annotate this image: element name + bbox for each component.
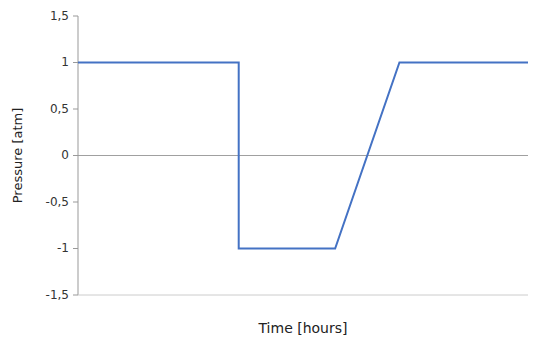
y-tick-label: -1 (57, 241, 69, 255)
x-axis-label: Time [hours] (258, 320, 348, 336)
y-tick (73, 109, 78, 110)
y-tick (73, 248, 78, 249)
y-tick-label: -1,5 (46, 288, 69, 302)
y-axis-label: Pressure [atm] (10, 108, 25, 204)
y-tick (73, 295, 78, 296)
y-tick (73, 202, 78, 203)
y-tick (73, 62, 78, 63)
y-tick-label: 1 (61, 55, 69, 69)
y-tick (73, 155, 78, 156)
y-tick (73, 16, 78, 17)
chart: -1,5 -1 -0,5 0 0,5 1 1,5 Time [hours] Pressure [… (0, 0, 550, 349)
y-tick-label: 1,5 (50, 9, 69, 23)
zero-line (78, 155, 528, 156)
plot-area (78, 63, 528, 249)
y-tick-label: -0,5 (46, 195, 69, 209)
x-axis-line (78, 295, 528, 296)
y-axis-line (78, 16, 79, 295)
y-tick-label: 0 (61, 148, 69, 162)
y-tick-label: 0,5 (50, 102, 69, 116)
data-line (78, 63, 528, 249)
